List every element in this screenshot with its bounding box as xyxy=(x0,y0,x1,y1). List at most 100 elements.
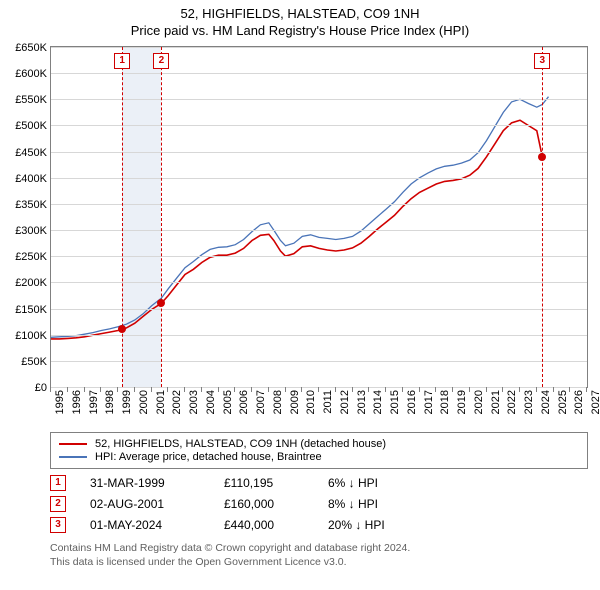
x-axis-label: 2002 xyxy=(171,390,183,414)
y-gridline: £100K xyxy=(51,335,587,336)
x-axis-label: 2016 xyxy=(406,390,418,414)
y-axis-label: £300K xyxy=(15,225,47,237)
x-axis-label: 2025 xyxy=(557,390,569,414)
x-axis-label: 2007 xyxy=(255,390,267,414)
y-gridline: £250K xyxy=(51,256,587,257)
x-axis-label: 2027 xyxy=(590,390,600,414)
legend-swatch xyxy=(59,456,87,458)
sale-point-dot xyxy=(538,153,546,161)
x-axis-label: 2021 xyxy=(490,390,502,414)
y-axis-label: £50K xyxy=(21,356,47,368)
x-axis-label: 1996 xyxy=(71,390,83,414)
sale-row-badge: 1 xyxy=(50,475,66,491)
x-tick xyxy=(519,387,520,392)
y-gridline: £200K xyxy=(51,282,587,283)
x-axis-label: 2003 xyxy=(188,390,200,414)
x-tick xyxy=(67,387,68,392)
x-axis-label: 1998 xyxy=(104,390,116,414)
legend-item: 52, HIGHFIELDS, HALSTEAD, CO9 1NH (detac… xyxy=(59,438,579,450)
x-axis-label: 2020 xyxy=(473,390,485,414)
x-tick xyxy=(536,387,537,392)
y-axis-label: £500K xyxy=(15,120,47,132)
x-tick xyxy=(435,387,436,392)
x-tick xyxy=(318,387,319,392)
sale-row-pct: 8% ↓ HPI xyxy=(328,497,428,511)
sale-row-date: 02-AUG-2001 xyxy=(90,497,200,511)
y-gridline: £550K xyxy=(51,99,587,100)
x-axis-label: 2011 xyxy=(322,390,334,414)
x-tick xyxy=(368,387,369,392)
sale-row-price: £110,195 xyxy=(224,476,304,490)
sale-row: 202-AUG-2001£160,0008% ↓ HPI xyxy=(50,496,588,512)
x-axis-label: 2000 xyxy=(138,390,150,414)
y-gridline: £450K xyxy=(51,152,587,153)
x-axis-label: 2018 xyxy=(439,390,451,414)
x-tick xyxy=(50,387,51,392)
x-tick xyxy=(352,387,353,392)
sale-marker-line xyxy=(161,47,162,387)
sale-marker-badge: 1 xyxy=(114,53,130,69)
x-tick xyxy=(84,387,85,392)
x-axis-label: 2010 xyxy=(305,390,317,414)
x-tick xyxy=(301,387,302,392)
x-tick xyxy=(184,387,185,392)
sale-point-dot xyxy=(157,299,165,307)
y-axis-label: £550K xyxy=(15,94,47,106)
y-axis-label: £400K xyxy=(15,173,47,185)
sales-table: 131-MAR-1999£110,1956% ↓ HPI202-AUG-2001… xyxy=(50,475,588,533)
plot-area: £0£50K£100K£150K£200K£250K£300K£350K£400… xyxy=(50,46,588,388)
x-axis-label: 1997 xyxy=(88,390,100,414)
x-tick xyxy=(251,387,252,392)
x-axis-label: 2008 xyxy=(272,390,284,414)
legend-swatch xyxy=(59,443,87,445)
footer-line2: This data is licensed under the Open Gov… xyxy=(50,555,588,569)
legend-item: HPI: Average price, detached house, Brai… xyxy=(59,451,579,463)
sale-row-date: 01-MAY-2024 xyxy=(90,518,200,532)
x-axis-label: 2001 xyxy=(155,390,167,414)
sale-row: 301-MAY-2024£440,00020% ↓ HPI xyxy=(50,517,588,533)
sale-marker-badge: 2 xyxy=(153,53,169,69)
x-tick xyxy=(469,387,470,392)
sale-row-price: £440,000 xyxy=(224,518,304,532)
x-axis-label: 2024 xyxy=(540,390,552,414)
y-gridline: £600K xyxy=(51,73,587,74)
chart-lines xyxy=(51,47,587,387)
sale-marker-line xyxy=(542,47,543,387)
y-axis-label: £450K xyxy=(15,147,47,159)
y-gridline: £350K xyxy=(51,204,587,205)
y-gridline: £50K xyxy=(51,361,587,362)
x-tick xyxy=(385,387,386,392)
sale-row-pct: 20% ↓ HPI xyxy=(328,518,428,532)
footer-line1: Contains HM Land Registry data © Crown c… xyxy=(50,541,588,555)
x-tick xyxy=(285,387,286,392)
x-tick xyxy=(134,387,135,392)
x-axis-label: 2006 xyxy=(238,390,250,414)
x-axis-label: 2013 xyxy=(356,390,368,414)
x-tick xyxy=(502,387,503,392)
sale-point-dot xyxy=(118,325,126,333)
x-axis-label: 2026 xyxy=(573,390,585,414)
y-gridline: £150K xyxy=(51,309,587,310)
y-axis-label: £150K xyxy=(15,304,47,316)
x-axis-label: 2019 xyxy=(456,390,468,414)
chart-titles: 52, HIGHFIELDS, HALSTEAD, CO9 1NH Price … xyxy=(0,0,600,38)
x-tick xyxy=(268,387,269,392)
y-gridline: £300K xyxy=(51,230,587,231)
chart-container: 52, HIGHFIELDS, HALSTEAD, CO9 1NH Price … xyxy=(0,0,600,569)
y-axis-label: £600K xyxy=(15,68,47,80)
x-axis-label: 2022 xyxy=(506,390,518,414)
sale-marker-badge: 3 xyxy=(534,53,550,69)
x-tick xyxy=(167,387,168,392)
x-axis-label: 2004 xyxy=(205,390,217,414)
sale-marker-line xyxy=(122,47,123,387)
x-tick xyxy=(234,387,235,392)
y-axis-label: £650K xyxy=(15,42,47,54)
legend-label: HPI: Average price, detached house, Brai… xyxy=(95,451,322,463)
y-gridline: £400K xyxy=(51,178,587,179)
legend: 52, HIGHFIELDS, HALSTEAD, CO9 1NH (detac… xyxy=(50,432,588,469)
x-axis-label: 2023 xyxy=(523,390,535,414)
x-axis-label: 2014 xyxy=(372,390,384,414)
y-axis-label: £200K xyxy=(15,277,47,289)
x-axis-label: 2017 xyxy=(423,390,435,414)
y-axis-label: £350K xyxy=(15,199,47,211)
